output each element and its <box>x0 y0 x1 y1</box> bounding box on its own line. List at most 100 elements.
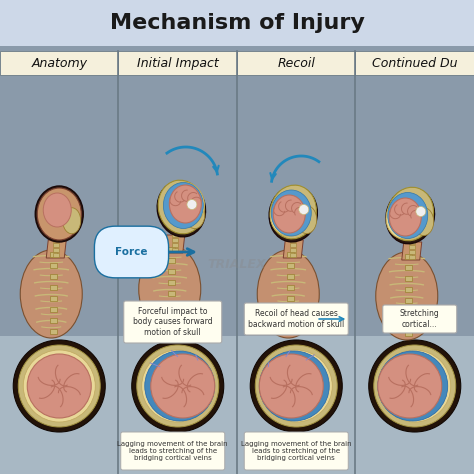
Bar <box>53 238 59 242</box>
Text: Mechanism of Injury: Mechanism of Injury <box>109 13 365 33</box>
Bar <box>0 0 474 46</box>
Ellipse shape <box>20 250 82 338</box>
Circle shape <box>142 350 214 422</box>
Ellipse shape <box>157 181 206 237</box>
Circle shape <box>259 351 329 421</box>
Bar <box>356 51 474 75</box>
Bar <box>405 264 412 270</box>
Text: TRIALEX: TRIALEX <box>208 257 266 271</box>
Text: Continued Du: Continued Du <box>372 56 457 70</box>
Circle shape <box>145 351 215 421</box>
Circle shape <box>416 207 426 217</box>
Bar <box>405 286 412 292</box>
Circle shape <box>18 345 100 427</box>
Bar <box>287 284 294 290</box>
Circle shape <box>255 345 337 427</box>
Circle shape <box>132 340 224 432</box>
Bar <box>409 255 415 259</box>
Ellipse shape <box>35 186 83 242</box>
Ellipse shape <box>269 186 318 242</box>
Bar <box>50 273 57 279</box>
Ellipse shape <box>376 252 438 340</box>
Ellipse shape <box>271 190 311 236</box>
Bar <box>118 51 237 75</box>
Ellipse shape <box>169 185 201 223</box>
Bar <box>168 301 175 307</box>
Circle shape <box>259 354 323 418</box>
Text: Force: Force <box>115 247 148 257</box>
Bar <box>0 46 474 51</box>
Circle shape <box>23 350 95 422</box>
Bar <box>287 295 294 301</box>
Circle shape <box>13 340 105 432</box>
Bar <box>405 319 412 325</box>
Bar <box>50 328 57 334</box>
Bar <box>168 246 175 252</box>
Circle shape <box>369 340 461 432</box>
Bar <box>290 254 296 257</box>
Circle shape <box>379 350 451 422</box>
Bar <box>172 233 178 237</box>
Bar <box>290 238 296 242</box>
Text: Lagging movement of the brain
leads to stretching of the
bridging cortical veins: Lagging movement of the brain leads to s… <box>118 441 228 461</box>
FancyBboxPatch shape <box>383 305 457 333</box>
Polygon shape <box>283 240 303 258</box>
Text: Recoil: Recoil <box>277 56 315 70</box>
Bar <box>405 309 412 313</box>
Polygon shape <box>165 235 185 253</box>
Circle shape <box>299 204 309 215</box>
FancyBboxPatch shape <box>244 432 348 470</box>
Bar <box>287 328 294 334</box>
Ellipse shape <box>37 188 81 240</box>
Ellipse shape <box>158 180 205 234</box>
Text: Stretching
cortical...: Stretching cortical... <box>400 310 439 328</box>
Bar <box>53 254 59 257</box>
FancyBboxPatch shape <box>124 301 222 343</box>
Bar <box>168 257 175 263</box>
Bar <box>168 268 175 273</box>
Bar <box>237 51 356 75</box>
Text: Anatomy: Anatomy <box>31 56 87 70</box>
Ellipse shape <box>43 193 71 227</box>
Ellipse shape <box>386 195 424 239</box>
Bar <box>287 252 294 256</box>
Ellipse shape <box>257 250 319 338</box>
Bar <box>168 280 175 284</box>
Ellipse shape <box>386 188 435 244</box>
Circle shape <box>151 354 215 418</box>
Polygon shape <box>46 240 66 258</box>
Ellipse shape <box>389 198 421 236</box>
Ellipse shape <box>273 195 305 233</box>
Bar <box>0 336 474 474</box>
Bar <box>0 75 474 336</box>
FancyBboxPatch shape <box>121 432 225 470</box>
Bar <box>405 330 412 336</box>
Bar <box>50 318 57 322</box>
Bar <box>287 318 294 322</box>
Ellipse shape <box>387 187 434 241</box>
Bar <box>405 254 412 258</box>
Ellipse shape <box>388 192 428 238</box>
Bar <box>405 275 412 281</box>
Text: Forceful impact to
body causes forward
motion of skull: Forceful impact to body causes forward m… <box>133 307 212 337</box>
Bar <box>287 307 294 311</box>
Bar <box>168 291 175 295</box>
Bar <box>53 243 59 247</box>
Bar <box>287 263 294 267</box>
Bar <box>0 51 118 75</box>
Bar <box>168 312 175 318</box>
Bar <box>409 240 415 244</box>
Bar <box>290 248 296 252</box>
Ellipse shape <box>166 182 204 226</box>
Bar <box>290 243 296 247</box>
Circle shape <box>137 345 219 427</box>
Bar <box>409 250 415 254</box>
Bar <box>405 298 412 302</box>
Circle shape <box>374 345 456 427</box>
Bar <box>50 284 57 290</box>
Ellipse shape <box>164 182 203 228</box>
Ellipse shape <box>270 185 316 239</box>
Bar <box>172 248 178 253</box>
Bar <box>172 243 178 247</box>
Bar <box>50 307 57 311</box>
